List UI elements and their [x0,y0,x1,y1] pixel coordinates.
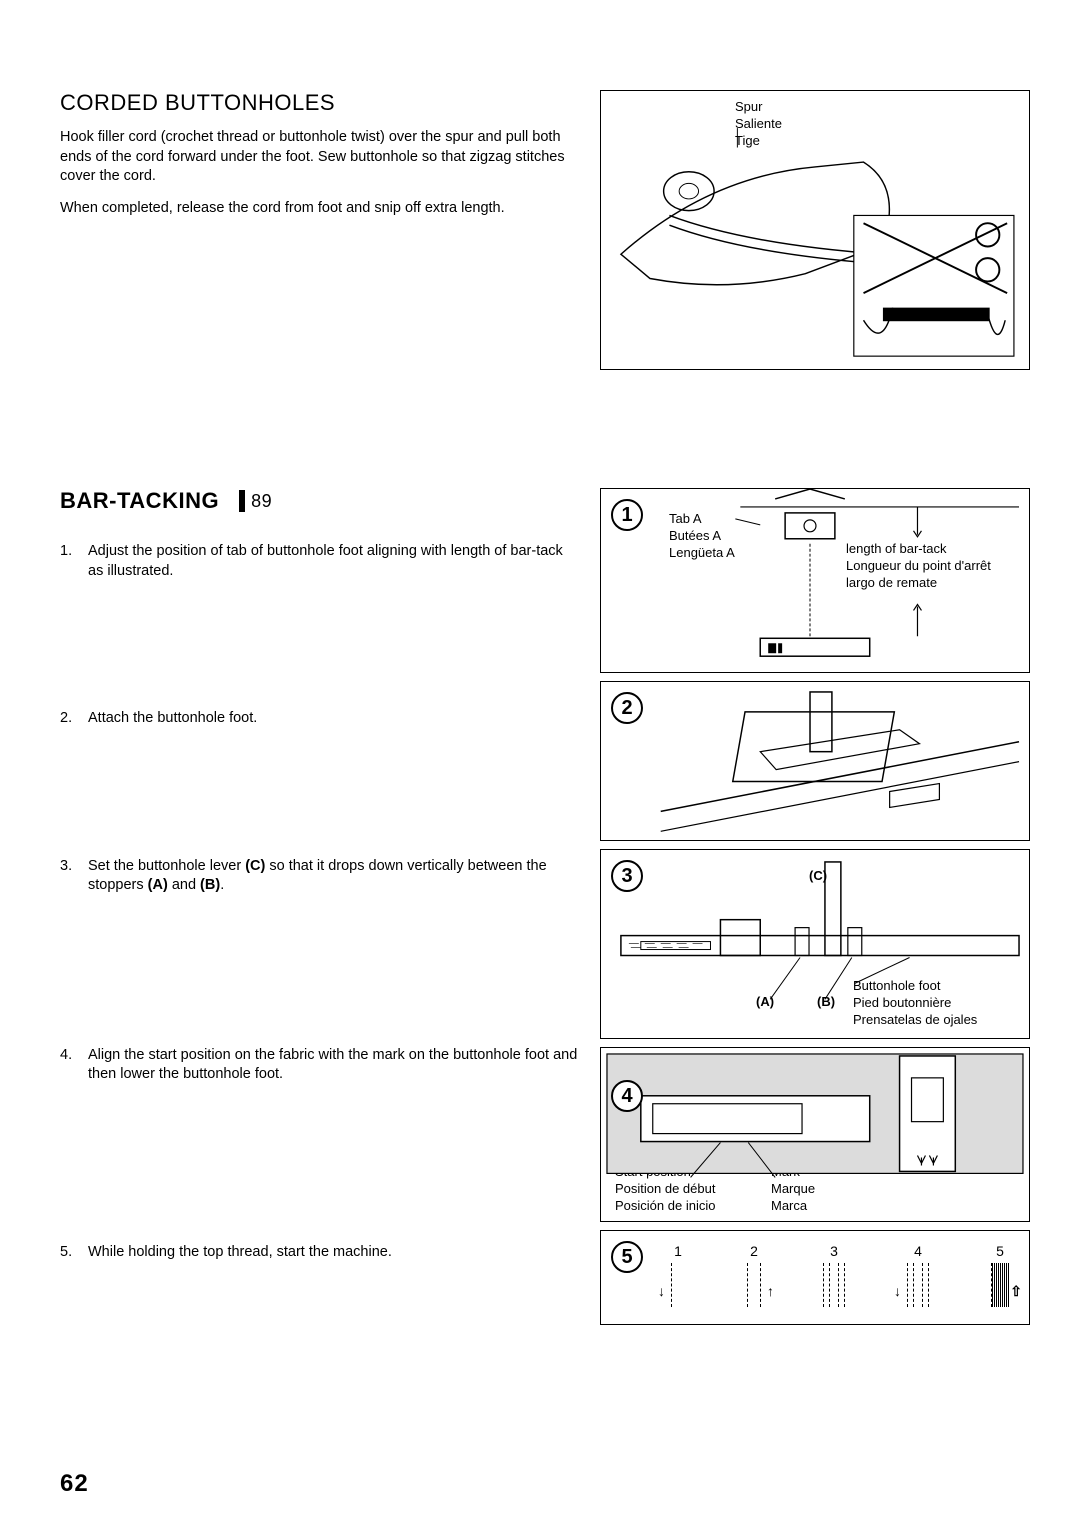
figure-step1: 1 Tab A Butées A Lengüeta A length of ba… [600,488,1030,673]
sketch-sewing-foot [609,99,1021,361]
section2-title: BAR-TACKING [60,488,219,514]
stitch-bar-icon [239,490,245,512]
stitch-sequence: 1 ↓ 2 ↑ 3 [671,1243,1009,1312]
step-5: While holding the top thread, start the … [60,1243,580,1263]
stitch-indicator: 89 [239,490,272,512]
page-number: 62 [60,1470,89,1498]
figure-step2: 2 [600,681,1030,841]
step-2: Attach the buttonhole foot. [60,709,580,729]
section1-title: CORDED BUTTONHOLES [60,90,580,116]
sketch-step3 [601,850,1029,1039]
section1-para1: Hook filler cord (crochet thread or butt… [60,128,580,187]
fig-num-5: 5 [611,1241,643,1273]
sketch-step2 [601,682,1029,841]
fig-num-1: 1 [611,499,643,531]
step-1: Adjust the position of tab of buttonhole… [60,542,580,581]
figure-corded-buttonhole: Spur Saliente Tige [600,90,1030,370]
step-4: Align the start position on the fabric w… [60,1046,580,1085]
seq-num-1: 1 [671,1243,685,1259]
section2-title-row: BAR-TACKING 89 [60,488,580,514]
fig-num-4: 4 [611,1080,643,1112]
step-3: Set the buttonhole lever (C) so that it … [60,857,580,896]
fig-num-3: 3 [611,860,643,892]
sketch-step1 [601,489,1029,673]
seq-num-2: 2 [747,1243,761,1259]
sketch-step4 [601,1048,1029,1222]
figure-step3: 3 (C) (A) (B) Buttonhole foot Pied bouto… [600,849,1030,1039]
seq-num-5: 5 [991,1243,1009,1259]
figure-step5: 5 1 ↓ 2 ↑ 3 [600,1230,1030,1325]
stitch-number: 89 [251,491,272,512]
seq-num-3: 3 [823,1243,845,1259]
bar-tacking-steps: Adjust the position of tab of buttonhole… [60,542,580,1263]
section1-para2: When completed, release the cord from fo… [60,199,580,219]
fig-num-2: 2 [611,692,643,724]
figure-step4: 4 Start position Position de début Posic… [600,1047,1030,1222]
seq-num-4: 4 [907,1243,929,1259]
